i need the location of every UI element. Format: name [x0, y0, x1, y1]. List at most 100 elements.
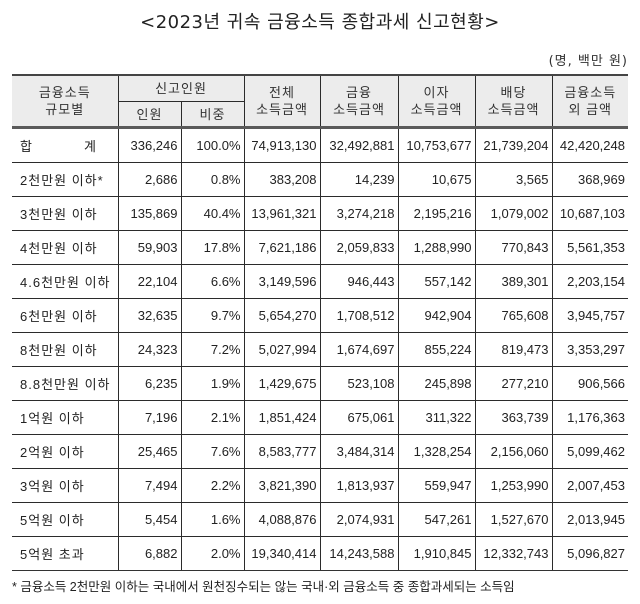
cell-share: 40.4% — [180, 196, 245, 231]
table-row: 6천만원 이하 32,635 9.7% 5,654,270 1,708,512 942,9… — [12, 298, 628, 333]
cell-people: 5,454 — [117, 502, 182, 537]
cell-interest: 1,328,254 — [397, 434, 476, 469]
header-non-financial-income: 금융소득 외 금액 — [551, 74, 628, 129]
cell-people: 135,869 — [117, 196, 182, 231]
table-row: 8천만원 이하 24,323 7.2% 5,027,994 1,674,697 855,2… — [12, 332, 628, 367]
table-row: 5억원 초과 6,882 2.0% 19,340,414 14,243,588 1,910… — [12, 536, 628, 571]
cell-total: 7,621,186 — [243, 230, 321, 265]
cell-dividend: 3,565 — [474, 162, 553, 197]
cell-dividend: 819,473 — [474, 332, 553, 367]
cell-dividend: 1,253,990 — [474, 468, 553, 503]
cell-dividend: 21,739,204 — [474, 127, 553, 163]
cell-interest: 2,195,216 — [397, 196, 476, 231]
cell-interest: 1,910,845 — [397, 536, 476, 571]
header-text: 배당 — [500, 85, 527, 100]
table-row: 4천만원 이하 59,903 17.8% 7,621,186 2,059,833 1,28… — [12, 230, 628, 265]
cell-interest: 942,904 — [397, 298, 476, 333]
cell-financial: 1,674,697 — [319, 332, 399, 367]
cell-share: 100.0% — [180, 127, 245, 163]
cell-interest: 10,675 — [397, 162, 476, 197]
cell-interest: 245,898 — [397, 366, 476, 401]
cell-total: 1,851,424 — [243, 400, 321, 435]
row-label: 1억원 이하 — [12, 400, 119, 435]
header-text: 소득금액 — [410, 102, 463, 117]
cell-share: 0.8% — [180, 162, 245, 197]
row-label: 8천만원 이하 — [12, 332, 119, 367]
row-label: 8.8천만원 이하 — [12, 366, 119, 401]
row-label: 4천만원 이하 — [12, 230, 119, 265]
cell-people: 24,323 — [117, 332, 182, 367]
cell-non-financial: 5,099,462 — [551, 434, 628, 469]
row-label: 6천만원 이하 — [12, 298, 119, 333]
cell-interest: 557,142 — [397, 264, 476, 299]
table-row: 3억원 이하 7,494 2.2% 3,821,390 1,813,937 559,947… — [12, 468, 628, 503]
cell-total: 4,088,876 — [243, 502, 321, 537]
cell-interest: 559,947 — [397, 468, 476, 503]
cell-share: 17.8% — [180, 230, 245, 265]
row-label: 2억원 이하 — [12, 434, 119, 469]
cell-dividend: 765,608 — [474, 298, 553, 333]
cell-financial: 3,484,314 — [319, 434, 399, 469]
row-label: 2천만원 이하* — [12, 162, 119, 197]
cell-non-financial: 368,969 — [551, 162, 628, 197]
cell-financial: 2,059,833 — [319, 230, 399, 265]
cell-non-financial: 2,007,453 — [551, 468, 628, 503]
table-row: 1억원 이하 7,196 2.1% 1,851,424 675,061 311,322 36… — [12, 400, 628, 435]
cell-people: 2,686 — [117, 162, 182, 197]
cell-financial: 523,108 — [319, 366, 399, 401]
cell-non-financial: 1,176,363 — [551, 400, 628, 435]
cell-dividend: 1,527,670 — [474, 502, 553, 537]
header-text: 소득금액 — [333, 102, 385, 117]
cell-financial: 14,243,588 — [319, 536, 399, 571]
header-text: 소득금액 — [487, 102, 540, 117]
row-label: 4.6천만원 이하 — [12, 264, 119, 299]
cell-non-financial: 5,096,827 — [551, 536, 628, 571]
cell-dividend: 2,156,060 — [474, 434, 553, 469]
footnote: * 금융소득 2천만원 이하는 국내에서 원천징수되는 않는 국내·외 금융소득… — [12, 580, 515, 594]
cell-total: 13,961,321 — [243, 196, 321, 231]
cell-dividend: 12,332,743 — [474, 536, 553, 571]
header-text: 외 금액 — [568, 102, 612, 117]
cell-non-financial: 2,013,945 — [551, 502, 628, 537]
cell-non-financial: 2,203,154 — [551, 264, 628, 299]
cell-share: 7.6% — [180, 434, 245, 469]
cell-non-financial: 10,687,103 — [551, 196, 628, 231]
cell-financial: 32,492,881 — [319, 127, 399, 163]
cell-financial: 2,074,931 — [319, 502, 399, 537]
header-financial-income: 금융 소득금액 — [319, 74, 399, 129]
cell-share: 1.6% — [180, 502, 245, 537]
cell-total: 5,027,994 — [243, 332, 321, 367]
cell-dividend: 1,079,002 — [474, 196, 553, 231]
row-label: 5억원 초과 — [12, 536, 119, 571]
cell-financial: 1,813,937 — [319, 468, 399, 503]
cell-dividend: 363,739 — [474, 400, 553, 435]
cell-share: 1.9% — [180, 366, 245, 401]
income-tax-table: 금융소득 규모별 신고인원 전체 소득금액 금융 소득금액 이자 소득금액 배당… — [12, 74, 628, 571]
cell-share: 2.1% — [180, 400, 245, 435]
cell-people: 6,882 — [117, 536, 182, 571]
cell-total: 5,654,270 — [243, 298, 321, 333]
cell-people: 25,465 — [117, 434, 182, 469]
header-text: 금융소득 — [564, 85, 617, 100]
cell-people: 22,104 — [117, 264, 182, 299]
header-dividend-income: 배당 소득금액 — [474, 74, 553, 129]
cell-dividend: 389,301 — [474, 264, 553, 299]
header-total-income: 전체 소득금액 — [243, 74, 321, 129]
table-row: 2억원 이하 25,465 7.6% 8,583,777 3,484,314 1,328,… — [12, 434, 628, 469]
page-title: <2023년 귀속 금융소득 종합과세 신고현황> — [140, 12, 500, 33]
header-text: 전체 — [269, 85, 295, 100]
cell-financial: 3,274,218 — [319, 196, 399, 231]
cell-non-financial: 5,561,353 — [551, 230, 628, 265]
cell-people: 6,235 — [117, 366, 182, 401]
row-label: 3억원 이하 — [12, 468, 119, 503]
header-text: 이자 — [423, 85, 450, 100]
cell-interest: 311,322 — [397, 400, 476, 435]
table-row: 8.8천만원 이하 6,235 1.9% 1,429,675 523,108 245,89… — [12, 366, 628, 401]
cell-people: 336,246 — [117, 127, 182, 163]
cell-non-financial: 3,353,297 — [551, 332, 628, 367]
table-row: 3천만원 이하 135,869 40.4% 13,961,321 3,274,218 2,… — [12, 196, 628, 231]
cell-total: 3,149,596 — [243, 264, 321, 299]
cell-interest: 547,261 — [397, 502, 476, 537]
